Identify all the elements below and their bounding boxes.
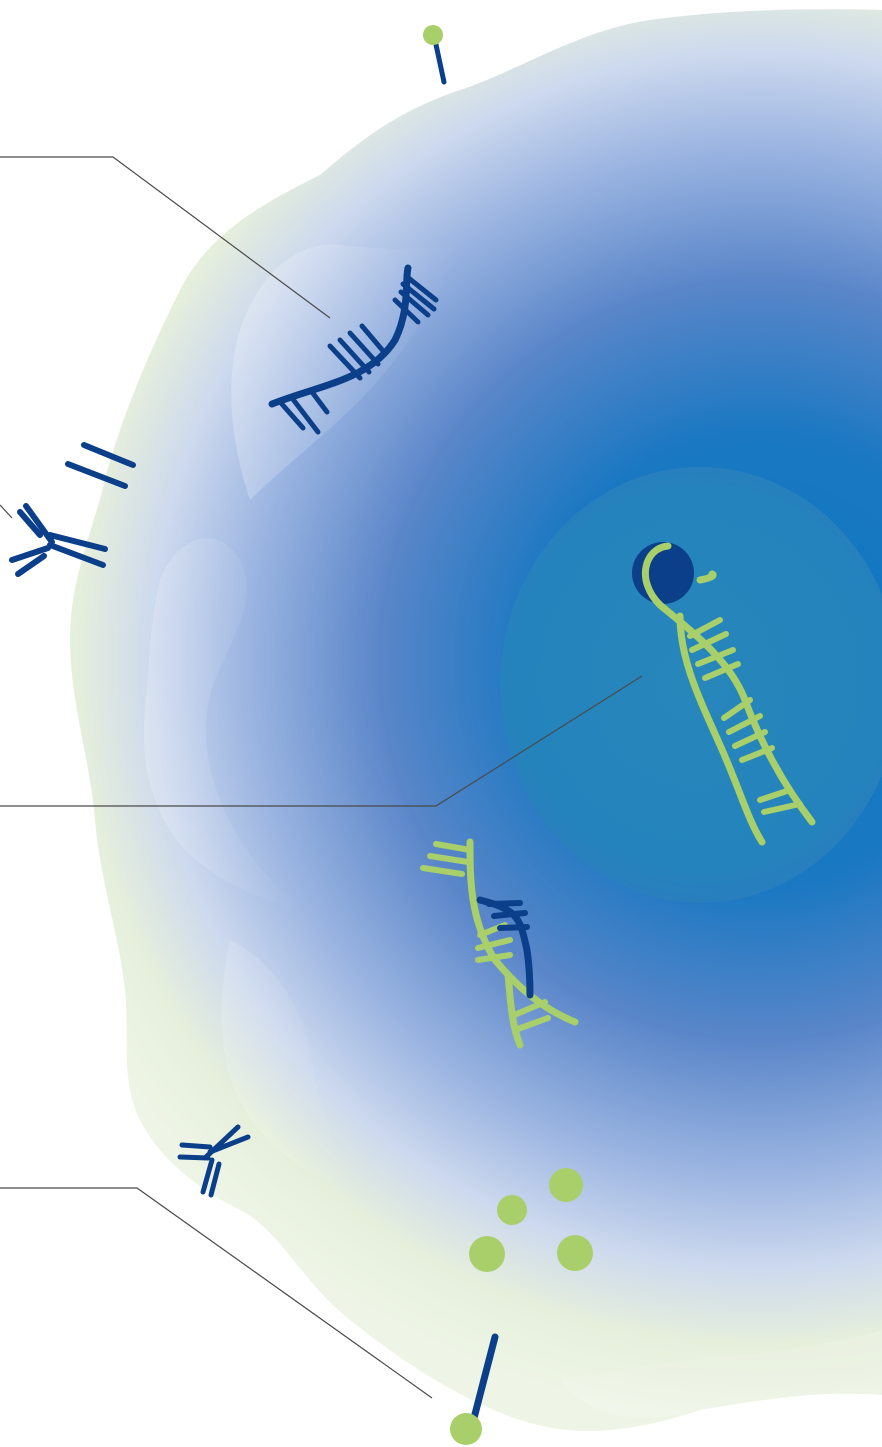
dna-double-helix-icon bbox=[268, 264, 439, 435]
leader-line-antibody-tick bbox=[0, 504, 13, 519]
leader-line-nucleus-dna bbox=[0, 675, 643, 807]
membrane-fold bbox=[143, 538, 300, 910]
membrane-fold bbox=[560, 1330, 882, 1418]
antibody-icon bbox=[9, 503, 108, 577]
antibody-icon bbox=[177, 1124, 251, 1198]
antibody-icon bbox=[65, 442, 136, 489]
dna-double-helix-icon bbox=[632, 542, 816, 846]
leader-line-receptor bbox=[0, 1187, 433, 1399]
molecule-dot-icon bbox=[469, 1168, 593, 1272]
dna-double-helix-icon bbox=[420, 838, 579, 1049]
surface-receptor-icon bbox=[450, 1333, 499, 1445]
membrane-fold bbox=[221, 940, 360, 1190]
leader-lines bbox=[0, 156, 643, 1399]
surface-receptor-icon bbox=[423, 25, 447, 85]
leader-line-membrane-dna bbox=[0, 156, 331, 319]
